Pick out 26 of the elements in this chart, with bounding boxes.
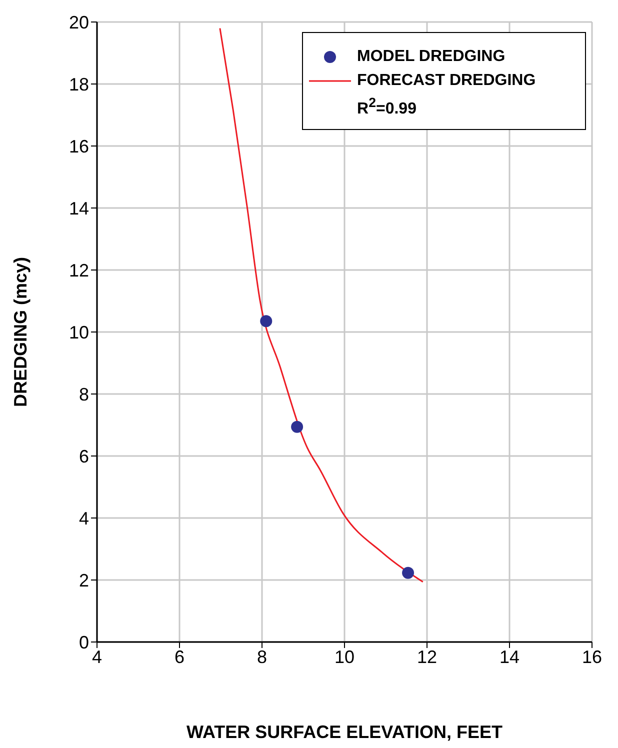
y-tick-label: 16 xyxy=(68,136,89,156)
x-tick-label: 4 xyxy=(92,646,102,667)
point xyxy=(291,420,304,433)
x-tick-label: 6 xyxy=(174,646,185,667)
x-tick-label: 8 xyxy=(256,646,268,667)
y-tick-label: 0 xyxy=(78,632,89,652)
y-tick-label: 12 xyxy=(68,260,89,280)
point xyxy=(260,315,272,328)
legend-label: FORECAST DREDGING xyxy=(357,71,536,91)
y-tick-label: 8 xyxy=(78,384,89,404)
y-tick-label: 14 xyxy=(68,198,89,218)
x-axis-title: WATER SURFACE ELEVATION, FEET xyxy=(186,722,503,742)
y-tick-label: 18 xyxy=(68,74,89,94)
legend-label: MODEL DREDGING xyxy=(357,47,506,67)
y-tick-label: 2 xyxy=(78,570,89,590)
x-tick-label: 14 xyxy=(499,646,520,667)
point xyxy=(402,566,414,579)
x-tick-label: 12 xyxy=(416,646,438,667)
annotation: R$^{2}$=0.99 xyxy=(357,94,418,120)
y-tick-label: 20 xyxy=(68,12,89,32)
y-tick-label: 10 xyxy=(68,322,89,342)
x-tick-label: 16 xyxy=(582,646,602,667)
x-tick-label: 10 xyxy=(334,646,355,667)
y-axis-title: DREDGING (mcy) xyxy=(10,256,30,408)
y-tick-label: 6 xyxy=(78,446,89,466)
y-tick-label: 4 xyxy=(78,508,89,528)
